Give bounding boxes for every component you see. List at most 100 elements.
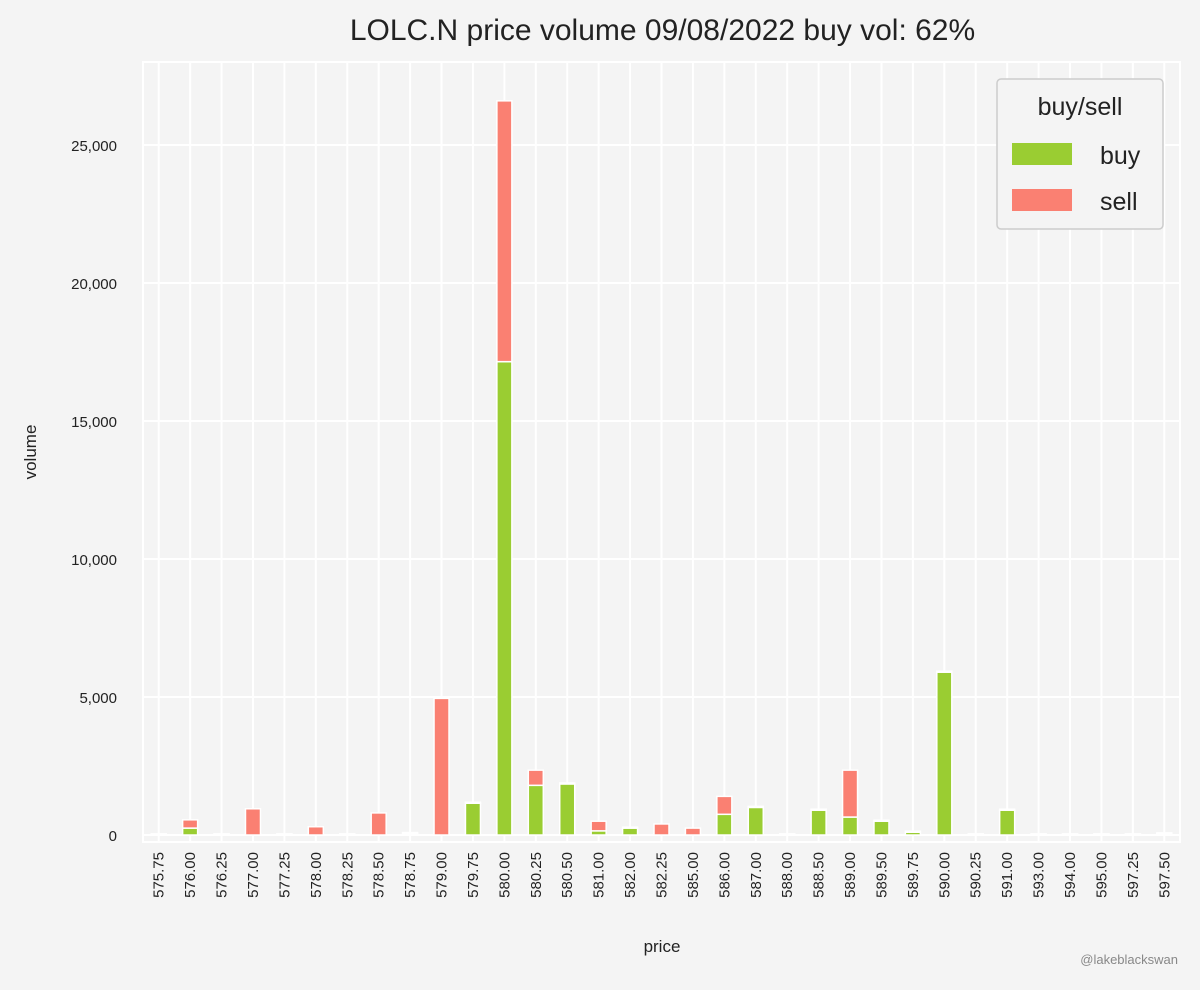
x-tick-label: 582.00	[622, 852, 639, 898]
x-tick-label: 597.50	[1156, 852, 1173, 898]
bar-sell	[841, 769, 859, 818]
bar-sell	[244, 808, 262, 836]
x-tick-label: 587.00	[748, 852, 765, 898]
bar-sell	[181, 819, 199, 829]
bar-sell	[339, 833, 356, 836]
x-tick-label: 580.00	[496, 852, 513, 898]
y-tick-label: 0	[109, 828, 117, 845]
y-axis-label: volume	[21, 425, 40, 480]
credit-watermark: @lakeblackswan	[1080, 952, 1178, 967]
bar-sell	[401, 831, 419, 835]
y-tick-labels: 0 5,000 10,000 15,000 20,000 25,000	[71, 138, 117, 845]
bar-sell	[1030, 833, 1047, 836]
bar-sell	[213, 833, 230, 836]
legend-title: buy/sell	[1038, 93, 1123, 121]
bar-sell	[716, 795, 733, 816]
bar-buy	[181, 827, 199, 836]
legend-swatch-sell	[1012, 189, 1072, 211]
x-tick-label: 589.00	[842, 852, 859, 898]
bar-sell	[150, 833, 167, 836]
bar-sell	[653, 823, 670, 836]
chart-title: LOLC.N price volume 09/08/2022 buy vol: …	[349, 14, 976, 47]
bar-sell	[276, 833, 293, 836]
bar-buy	[621, 827, 639, 836]
x-tick-label: 577.25	[276, 852, 293, 898]
x-tick-label: 588.00	[779, 852, 796, 898]
x-tick-label: 593.00	[1031, 852, 1048, 898]
bar-sell	[370, 812, 387, 836]
bar-sell	[967, 833, 984, 836]
bar-sell	[496, 100, 513, 363]
bar-sell	[590, 820, 607, 832]
bar-buy	[810, 809, 827, 836]
x-tick-label: 585.00	[685, 852, 702, 898]
bar-sell	[810, 808, 827, 811]
x-tick-label: 589.75	[905, 852, 922, 898]
x-tick-label: 579.00	[434, 852, 451, 898]
bar-buy	[998, 809, 1016, 836]
x-tick-label: 576.25	[214, 852, 231, 898]
y-tick-label: 5,000	[79, 690, 117, 707]
bar-sell	[778, 833, 796, 836]
bar-buy	[527, 784, 545, 836]
bar-sell	[684, 827, 702, 836]
bar-sell	[1156, 832, 1173, 835]
bar-buy	[747, 806, 765, 836]
x-tick-label: 579.75	[465, 852, 482, 898]
x-tick-label: 589.50	[873, 852, 890, 898]
x-tick-label: 580.25	[528, 852, 545, 898]
x-tick-label: 586.00	[716, 852, 733, 898]
y-tick-label: 10,000	[71, 552, 117, 569]
y-tick-label: 25,000	[71, 138, 117, 155]
bars	[150, 100, 1173, 836]
legend-swatch-buy	[1012, 143, 1072, 165]
x-tick-label: 578.50	[371, 852, 388, 898]
x-tick-label: 575.75	[151, 852, 168, 898]
x-tick-label: 578.75	[402, 852, 419, 898]
y-tick-label: 15,000	[71, 414, 117, 431]
bar-sell	[904, 830, 922, 833]
x-tick-label: 581.00	[591, 852, 608, 898]
x-tick-label: 576.00	[182, 852, 199, 898]
bar-buy	[936, 671, 953, 836]
bar-sell	[1061, 833, 1079, 836]
bar-sell	[307, 825, 325, 836]
x-tick-label: 577.00	[245, 852, 262, 898]
x-axis-label: price	[644, 937, 681, 956]
x-tick-labels: 575.75 576.00 576.25 577.00 577.25 578.00 578.…	[151, 852, 1174, 898]
legend-label-sell: sell	[1100, 188, 1138, 216]
bar-sell	[1093, 833, 1110, 836]
x-tick-label: 578.25	[339, 852, 356, 898]
x-tick-label: 580.50	[559, 852, 576, 898]
bar-buy	[873, 820, 890, 836]
legend: buy/sell buy sell	[996, 78, 1164, 230]
y-tick-label: 20,000	[71, 276, 117, 293]
bar-buy	[464, 802, 482, 836]
bar-sell	[433, 697, 450, 836]
bar-buy	[496, 360, 513, 836]
x-tick-label: 578.00	[308, 852, 325, 898]
bar-sell	[747, 805, 765, 809]
bar-sell	[1124, 833, 1142, 836]
x-tick-label: 582.25	[654, 852, 671, 898]
bar-sell	[464, 801, 482, 805]
bar-sell	[998, 808, 1016, 811]
x-tick-label: 595.00	[1093, 852, 1110, 898]
bar-sell	[936, 670, 953, 673]
x-tick-label: 597.25	[1125, 852, 1142, 898]
legend-label-buy: buy	[1100, 142, 1141, 170]
bar-buy	[558, 783, 576, 836]
bar-sell	[558, 782, 576, 785]
x-tick-label: 590.25	[968, 852, 985, 898]
x-tick-label: 594.00	[1062, 852, 1079, 898]
plot-border	[142, 61, 1181, 843]
bar-buy	[841, 816, 859, 836]
x-tick-label: 591.00	[999, 852, 1016, 898]
x-tick-label: 590.00	[936, 852, 953, 898]
bar-buy	[716, 813, 733, 836]
x-tick-label: 588.50	[811, 852, 828, 898]
bar-sell	[527, 769, 545, 787]
bar-sell	[873, 819, 890, 822]
bar-sell	[621, 826, 639, 829]
